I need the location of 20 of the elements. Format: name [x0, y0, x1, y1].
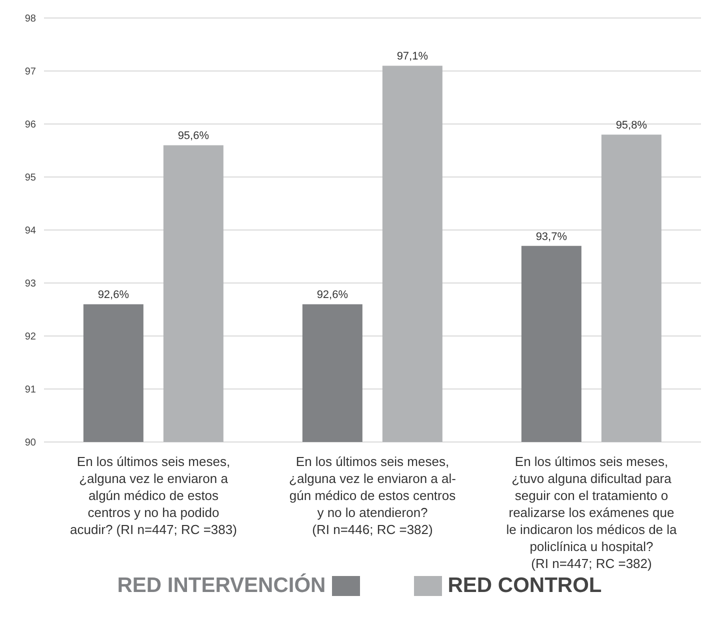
x-tick-label: En los últimos seis meses, ¿alguna vez le enviaron a algún médico de estos centros y no ha podido acudir? (RI n=447; RC =383) — [70, 454, 237, 537]
data-label: 93,7% — [536, 230, 568, 243]
y-tick-label: 90 — [24, 438, 36, 449]
y-tick-label: 91 — [24, 384, 36, 396]
x-tick-label: En los últimos seis meses, ¿alguna vez le enviaron a al- gún médico de estos centros y no lo atendieron? (RI n=446; RC =382) — [289, 454, 456, 537]
text: RED INTERVENCIÓN — [117, 574, 326, 598]
y-tick-label: 97 — [24, 66, 36, 78]
y-tick-label: 96 — [24, 120, 36, 131]
data-label: 92,6% — [98, 289, 130, 302]
data-label: 95,8% — [616, 120, 648, 132]
data-label: 95,6% — [178, 130, 210, 142]
y-tick-label: 93 — [24, 278, 36, 290]
y-tick-label: 95 — [24, 172, 36, 184]
legend-label: RED CONTROL — [448, 574, 602, 598]
y-tick-label: 94 — [24, 226, 36, 237]
data-label: 92,6% — [316, 289, 348, 302]
x-tick-label: En los últimos seis meses, ¿tuvo alguna dificultad para seguir con el tratamiento o realizarse los exámenes que le indicaron los médicos de la policlínica u hospital? (RI n=447; RC =382) — [506, 454, 678, 571]
y-tick-label: 98 — [24, 14, 36, 25]
y-tick-label: 92 — [24, 332, 36, 343]
data-label: 97,1% — [396, 50, 428, 63]
